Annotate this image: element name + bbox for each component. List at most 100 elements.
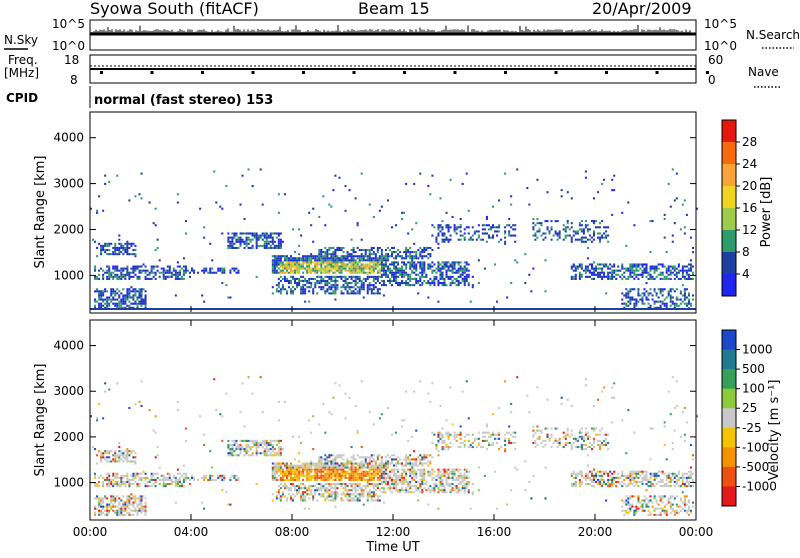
power-cell: [466, 278, 468, 280]
velocity-cell: [292, 477, 294, 479]
velocity-cell: [427, 471, 429, 473]
velocity-cell: [324, 462, 326, 464]
power-cell: [371, 257, 373, 259]
velocity-cell: [130, 475, 132, 477]
power-cell: [353, 290, 355, 292]
velocity-cell: [421, 456, 423, 458]
power-cell: [684, 278, 686, 280]
power-cell: [145, 272, 147, 274]
power-cell: [448, 278, 450, 280]
power-cell: [361, 266, 363, 268]
power-cell: [629, 272, 631, 274]
power-cell: [312, 255, 314, 257]
velocity-cell: [155, 432, 157, 434]
velocity-cell: [415, 430, 417, 432]
power-cell: [175, 276, 177, 278]
power-cell: [415, 257, 417, 259]
power-cell: [252, 247, 254, 249]
velocity-cell: [322, 485, 324, 487]
velocity-cell: [276, 452, 278, 454]
power-cell: [373, 259, 375, 261]
power-cell: [631, 296, 633, 298]
power-cell: [633, 272, 635, 274]
velocity-cell: [413, 462, 415, 464]
power-cell: [233, 235, 235, 237]
velocity-cell: [191, 477, 193, 479]
power-cell: [177, 201, 179, 203]
power-cell: [363, 272, 365, 274]
velocity-cell: [322, 475, 324, 477]
power-cell: [290, 276, 292, 278]
power-cell: [591, 272, 593, 274]
velocity-cell: [468, 471, 470, 473]
power-cell: [357, 276, 359, 278]
power-cell: [177, 272, 179, 274]
velocity-cell: [237, 444, 239, 446]
velocity-cell: [363, 471, 365, 473]
power-cell: [480, 239, 482, 241]
power-cell: [650, 220, 652, 222]
power-cell: [559, 230, 561, 232]
power-cell: [373, 268, 375, 270]
velocity-cell: [359, 465, 361, 467]
power-cell: [163, 276, 165, 278]
power-cell: [357, 247, 359, 249]
power-cell: [183, 278, 185, 280]
power-cell: [104, 290, 106, 292]
power-cell: [385, 261, 387, 263]
velocity-cell: [296, 489, 298, 491]
velocity-cell: [169, 483, 171, 485]
velocity-cell: [340, 467, 342, 469]
power-cell: [676, 305, 678, 307]
velocity-cell: [444, 475, 446, 477]
velocity-cell: [124, 510, 126, 512]
power-cell: [310, 263, 312, 265]
velocity-cell: [355, 499, 357, 501]
power-cell: [448, 268, 450, 270]
velocity-cell: [256, 452, 258, 454]
power-cell: [357, 222, 359, 224]
velocity-cell: [120, 512, 122, 514]
power-cell: [668, 274, 670, 276]
power-cell: [116, 266, 118, 268]
power-cell: [221, 232, 223, 234]
power-cell: [197, 272, 199, 274]
velocity-cell: [292, 483, 294, 485]
power-cell: [369, 286, 371, 288]
power-cell: [278, 212, 280, 214]
velocity-cell: [421, 491, 423, 493]
power-cell: [607, 276, 609, 278]
power-cell: [474, 232, 476, 234]
power-cell: [219, 206, 221, 208]
velocity-cell: [128, 485, 130, 487]
power-cell: [446, 226, 448, 228]
velocity-cell: [387, 477, 389, 479]
power-cell: [599, 241, 601, 243]
velocity-cell: [351, 465, 353, 467]
power-cell: [231, 245, 233, 247]
velocity-cell: [108, 483, 110, 485]
velocity-cell: [288, 479, 290, 481]
velocity-cell: [324, 454, 326, 456]
power-cell: [658, 268, 660, 270]
velocity-cell: [296, 465, 298, 467]
velocity-cell: [280, 462, 282, 464]
power-cell: [674, 268, 676, 270]
power-cell: [611, 266, 613, 268]
power-cell: [361, 239, 363, 241]
power-cell: [328, 257, 330, 259]
power-cell: [290, 261, 292, 263]
velocity-cell: [385, 469, 387, 471]
power-cell: [286, 255, 288, 257]
power-cell: [353, 261, 355, 263]
power-cell: [357, 278, 359, 280]
power-cell: [441, 261, 443, 263]
velocity-cell: [413, 450, 415, 452]
velocity-cell: [276, 497, 278, 499]
power-cell: [641, 272, 643, 274]
velocity-cell: [448, 434, 450, 436]
velocity-cell: [464, 475, 466, 477]
velocity-cell: [322, 462, 324, 464]
velocity-cell: [278, 493, 280, 495]
power-cell: [151, 270, 153, 272]
